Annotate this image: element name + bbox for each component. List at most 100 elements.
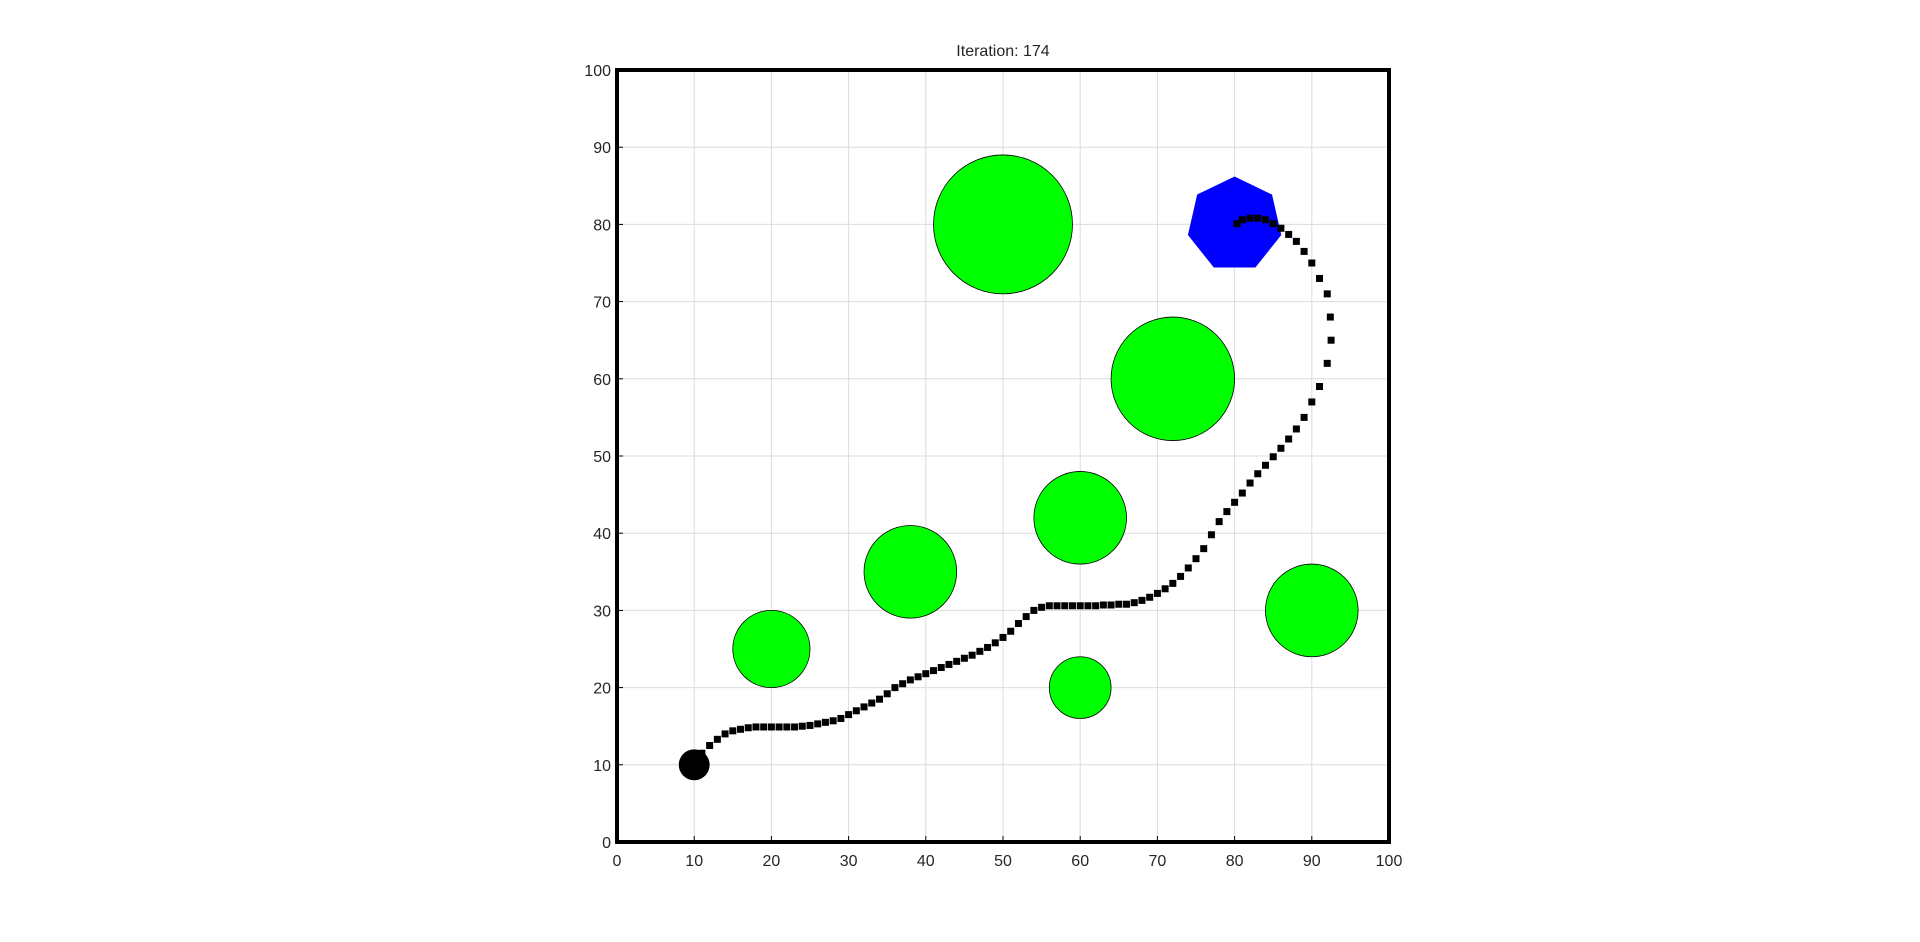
path-point	[899, 680, 907, 688]
path-point	[1246, 479, 1254, 487]
x-tick-label: 90	[1303, 853, 1321, 870]
path-point	[1192, 555, 1200, 563]
path-point	[922, 670, 930, 678]
path-point	[1269, 220, 1277, 228]
path-point	[860, 703, 868, 711]
y-tick-label: 90	[593, 140, 611, 157]
x-tick-label: 20	[763, 853, 781, 870]
path-point	[1285, 230, 1293, 238]
path-point	[1184, 564, 1192, 572]
path-point	[752, 723, 760, 731]
path-point	[968, 651, 976, 659]
path-point	[1169, 579, 1177, 587]
obstacle	[732, 610, 811, 689]
path-point	[1153, 589, 1161, 597]
path-point	[1292, 425, 1300, 433]
path-point	[914, 673, 922, 681]
y-tick-label: 50	[593, 449, 611, 466]
path-point	[1231, 498, 1239, 506]
path-point	[1238, 489, 1246, 497]
path-point	[1038, 603, 1046, 611]
path-point	[829, 717, 837, 725]
y-tick-label: 80	[593, 217, 611, 234]
path-point	[1123, 600, 1131, 608]
y-tick-label: 40	[593, 526, 611, 543]
path-point	[1177, 572, 1185, 580]
obstacle	[1033, 471, 1127, 565]
path-point	[953, 657, 961, 665]
path-point	[1269, 453, 1277, 461]
path-point	[960, 654, 968, 662]
path-point	[1308, 398, 1316, 406]
path-point	[821, 718, 829, 726]
y-tick-label: 100	[584, 63, 611, 80]
path-point	[1308, 259, 1316, 267]
path-point	[837, 714, 845, 722]
path-point	[1246, 214, 1254, 222]
path-point	[930, 667, 938, 675]
path-point	[937, 664, 945, 672]
path-point	[775, 723, 783, 731]
path-point	[1326, 313, 1334, 321]
x-tick-label: 60	[1071, 853, 1089, 870]
path-point	[706, 742, 714, 749]
path-point	[883, 690, 891, 698]
obstacle	[863, 525, 958, 619]
path-point	[1045, 602, 1053, 610]
x-tick-label: 70	[1149, 853, 1167, 870]
path-point	[999, 633, 1007, 641]
chart-title: Iteration: 174	[956, 43, 1050, 60]
obstacle	[1265, 563, 1359, 658]
start	[678, 749, 710, 781]
path-point	[1277, 444, 1285, 452]
x-tick-label: 0	[613, 853, 622, 870]
path-point	[1076, 602, 1084, 610]
path-point	[814, 720, 822, 728]
path-point	[737, 725, 745, 733]
path-point	[1261, 216, 1269, 224]
path-point	[744, 724, 752, 732]
path-point	[1207, 531, 1215, 539]
path-point	[1084, 602, 1092, 610]
obstacle	[1110, 316, 1235, 441]
y-tick-label: 10	[593, 758, 611, 775]
path-point	[1030, 606, 1038, 614]
path-point	[1053, 602, 1061, 610]
path-point	[852, 707, 860, 715]
path-point	[976, 647, 984, 655]
path-point	[1014, 620, 1022, 628]
path-point	[1130, 599, 1138, 607]
obstacle	[933, 154, 1073, 295]
y-tick-label: 0	[602, 835, 611, 852]
path-point	[1300, 413, 1308, 421]
path-point	[1254, 214, 1262, 222]
path-point	[906, 676, 914, 684]
path-point	[891, 684, 899, 692]
path-point	[791, 723, 799, 731]
y-tick-label: 60	[593, 372, 611, 389]
plot-area: 0 10 20 30 40 50 60 70 80 90 100 0 10 20 30 40 50 60 70 80 9…	[584, 63, 1402, 870]
path-point	[1115, 600, 1123, 608]
path-point	[945, 660, 953, 668]
path-point	[1061, 602, 1069, 610]
path-point	[783, 723, 791, 731]
path-point	[984, 643, 992, 651]
path-point	[1092, 602, 1100, 610]
path-point	[1215, 518, 1223, 526]
path-point	[1238, 216, 1246, 224]
y-tick-label: 20	[593, 681, 611, 698]
path-point	[1068, 602, 1076, 610]
path-point	[875, 695, 883, 703]
path-point	[1099, 601, 1107, 609]
path-point	[1161, 585, 1169, 593]
path-point	[1261, 461, 1269, 469]
path-point	[1277, 224, 1285, 232]
path-point	[1138, 596, 1146, 604]
x-tick-label: 30	[840, 853, 858, 870]
path-point	[1316, 274, 1324, 282]
path-point	[1223, 508, 1231, 516]
path-point	[1300, 247, 1308, 255]
path-point	[1107, 601, 1115, 609]
path-point	[991, 639, 999, 647]
